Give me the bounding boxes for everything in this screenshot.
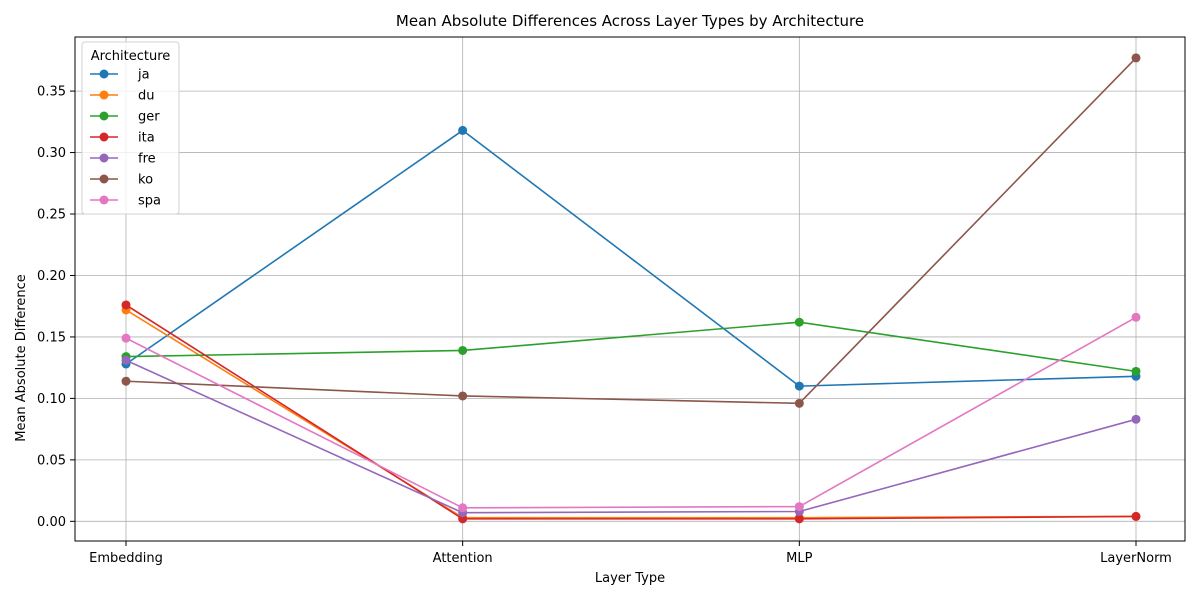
data-point-ja — [794, 381, 804, 391]
legend-label: spa — [138, 194, 161, 209]
x-tick-label: Embedding — [89, 551, 163, 566]
legend: Architecture ja du ger ita fre ko spa — [81, 41, 180, 215]
data-point-ko — [458, 391, 468, 401]
series-line-ko — [125, 57, 1137, 405]
grid — [75, 37, 1185, 541]
series-line-spa — [125, 316, 1137, 509]
y-tick-label: 0.20 — [37, 269, 66, 284]
y-tick-label: 0.15 — [37, 330, 66, 345]
legend-item-ger: ger — [90, 110, 160, 125]
y-axis-ticks: 0.00 0.05 0.10 0.15 0.20 0.25 0.30 0.35 — [37, 85, 75, 530]
data-point-fre — [1131, 414, 1141, 424]
legend-label: du — [138, 89, 155, 104]
data-point-ko — [794, 398, 804, 408]
data-point-ger — [794, 317, 804, 327]
data-point-ita — [121, 300, 131, 310]
y-tick-label: 0.30 — [37, 146, 66, 161]
x-tick-label: Attention — [433, 551, 493, 566]
data-point-ko — [121, 376, 131, 386]
legend-swatch-marker — [99, 111, 109, 121]
legend-label: ger — [138, 110, 160, 125]
series-lines — [121, 53, 1141, 524]
legend-item-fre: fre — [90, 152, 156, 167]
series-ger — [121, 317, 1141, 376]
y-tick-label: 0.00 — [37, 515, 66, 530]
data-point-ger — [1131, 366, 1141, 376]
data-point-spa — [121, 333, 131, 343]
y-tick-label: 0.25 — [37, 208, 66, 223]
legend-label: ja — [137, 68, 150, 83]
data-point-spa — [458, 503, 468, 513]
x-axis-label: Layer Type — [595, 571, 665, 586]
y-tick-label: 0.10 — [37, 392, 66, 407]
legend-swatch-marker — [99, 195, 109, 205]
series-ita — [121, 300, 1141, 524]
legend-swatch-marker — [99, 69, 109, 79]
legend-box — [81, 41, 180, 215]
data-point-spa — [1131, 312, 1141, 322]
legend-label: ita — [138, 131, 155, 146]
chart-title: Mean Absolute Differences Across Layer T… — [396, 12, 864, 30]
series-ja — [121, 125, 1141, 391]
x-tick-label: LayerNorm — [1100, 551, 1172, 566]
y-tick-label: 0.35 — [37, 85, 66, 100]
data-point-spa — [794, 502, 804, 512]
series-spa — [121, 312, 1141, 513]
legend-swatch-marker — [99, 174, 109, 184]
y-tick-label: 0.05 — [37, 453, 66, 468]
legend-swatch-marker — [99, 90, 109, 100]
legend-label: fre — [138, 152, 156, 167]
data-point-ita — [794, 514, 804, 524]
legend-item-spa: spa — [90, 194, 161, 209]
legend-item-ko: ko — [90, 173, 153, 188]
series-line-fre — [125, 359, 1137, 514]
legend-item-ita: ita — [90, 131, 155, 146]
data-point-fre — [121, 355, 131, 365]
data-point-ger — [458, 345, 468, 355]
plot-frame — [74, 36, 1186, 542]
x-tick-label: MLP — [786, 551, 812, 566]
series-ko — [121, 53, 1141, 408]
legend-swatch-marker — [99, 153, 109, 163]
legend-item-ja: ja — [90, 68, 150, 83]
series-line-ja — [125, 129, 1137, 387]
series-line-ita — [125, 304, 1137, 520]
legend-title: Architecture — [91, 49, 171, 64]
legend-swatch-marker — [99, 132, 109, 142]
data-point-ko — [1131, 53, 1141, 63]
legend-label: ko — [138, 173, 153, 188]
y-axis-label: Mean Absolute Difference — [14, 274, 29, 442]
data-point-ita — [1131, 511, 1141, 521]
legend-item-du: du — [90, 89, 155, 104]
data-point-ja — [458, 125, 468, 135]
x-axis-ticks: Embedding Attention MLP LayerNorm — [89, 541, 1172, 566]
series-line-ger — [125, 321, 1137, 373]
